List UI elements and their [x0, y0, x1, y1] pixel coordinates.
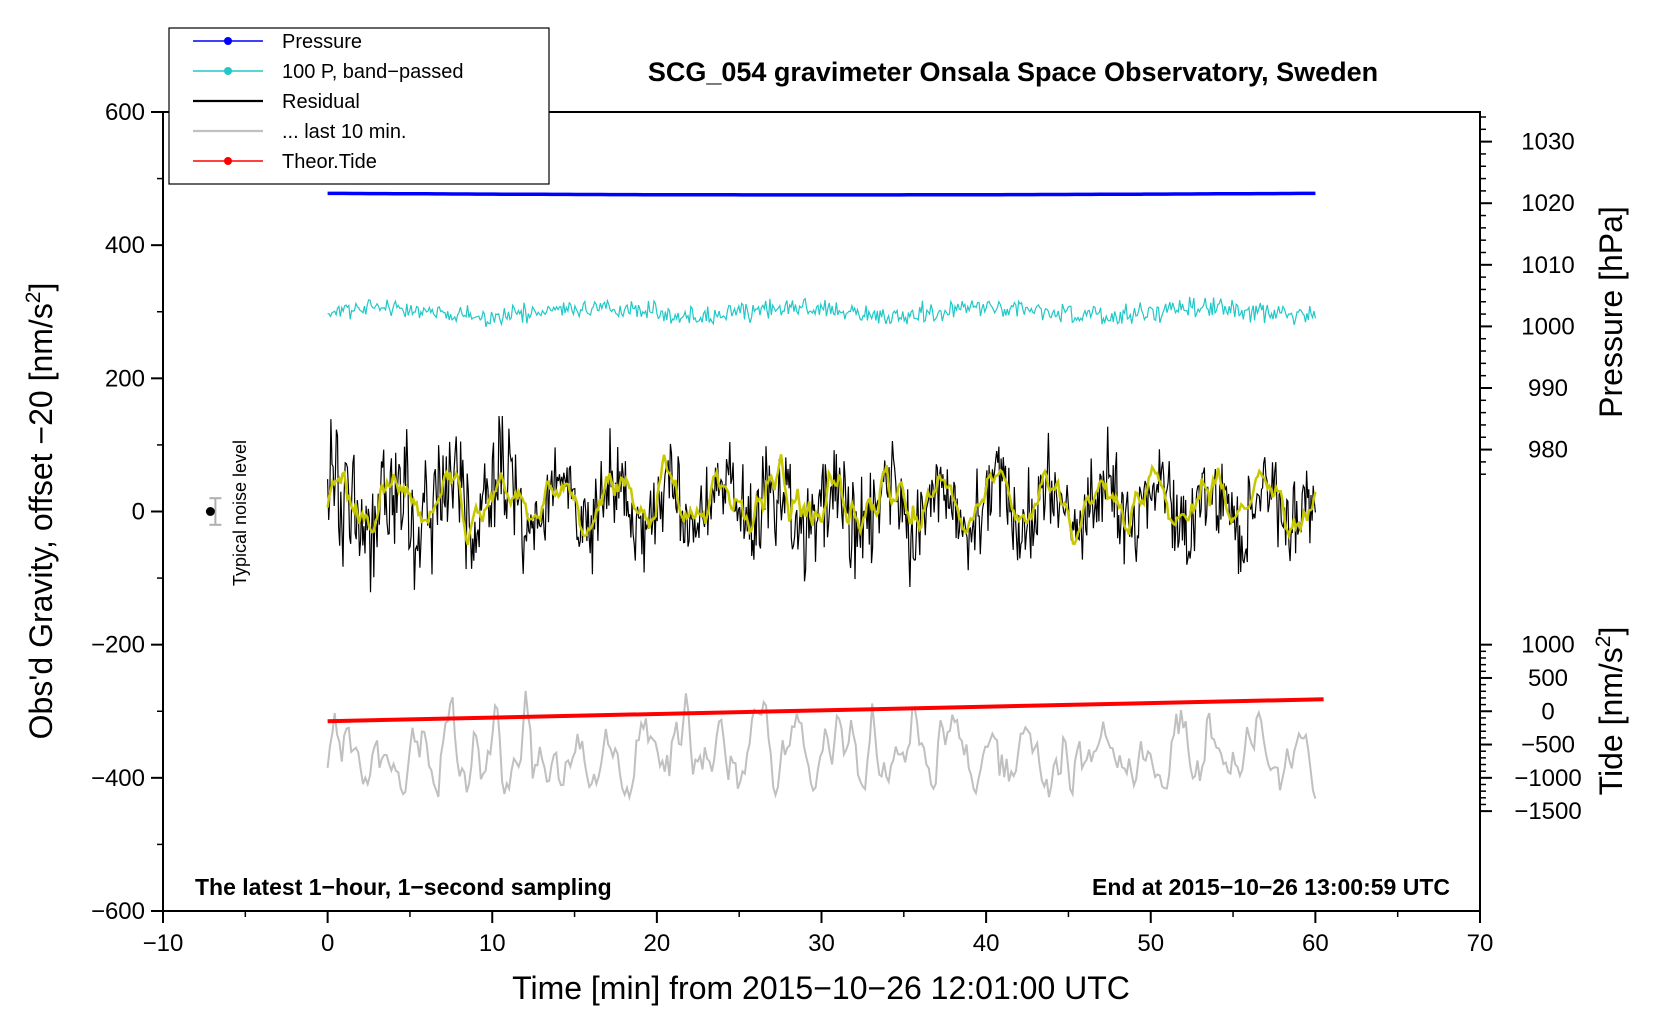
pressure-tick-label: 1000 [1521, 313, 1574, 340]
pressure-tick-label: 990 [1528, 375, 1568, 402]
pressure-tick-label: 1010 [1521, 252, 1574, 279]
y-tick-label: 200 [105, 365, 145, 392]
note-end-time: End at 2015−10−26 13:00:59 UTC [1092, 874, 1450, 900]
pressure-tick-label: 1030 [1521, 129, 1574, 156]
series-last-10-min [326, 690, 1317, 802]
legend-marker [224, 157, 232, 165]
legend-marker [224, 67, 232, 75]
note-sampling: The latest 1−hour, 1−second sampling [195, 874, 612, 900]
y-axis-title-sup: 2 [22, 291, 45, 303]
noise-label: Typical noise level [230, 440, 250, 586]
legend-marker [224, 37, 232, 45]
tide-tick-label: −500 [1521, 732, 1575, 759]
noise-point [205, 507, 215, 516]
y-axis-title: Obs'd Gravity, offset −20 [nm/s2] [22, 283, 59, 740]
y-tick-label: −200 [91, 632, 145, 659]
series-residual [327, 415, 1316, 593]
y-tick-label: 400 [105, 232, 145, 259]
pressure-tick-label: 980 [1528, 437, 1568, 464]
pressure-tick-label: 1020 [1521, 190, 1574, 217]
series-theoretical-tide [327, 697, 1324, 724]
y-tick-label: −600 [91, 898, 145, 925]
chart-title: SCG_054 gravimeter Onsala Space Observat… [648, 57, 1378, 87]
series-pressure-bandpassed [327, 296, 1316, 327]
y-tick-label: 600 [105, 99, 145, 126]
tide-axis-title-close: ] [1593, 627, 1629, 636]
y-axis-title-main: Obs'd Gravity, offset −20 [nm/s [23, 303, 59, 739]
legend-label: Theor.Tide [282, 151, 377, 173]
x-tick-label: 50 [1137, 930, 1164, 957]
legend-label: Residual [282, 91, 360, 113]
legend-label: 100 P, band−passed [282, 61, 463, 83]
tide-tick-label: 0 [1541, 698, 1554, 725]
x-tick-label: −10 [143, 930, 184, 957]
y-axis-title-close: ] [23, 283, 59, 292]
x-tick-label: 70 [1467, 930, 1494, 957]
legend-label: Pressure [282, 31, 362, 53]
legend: Pressure 100 P, band−passed Residual ... la… [168, 27, 550, 185]
tide-axis-title-main: Tide [nm/s [1593, 647, 1629, 795]
pressure-axis-title: Pressure [hPa] [1593, 206, 1629, 418]
series-residual-smoothed [326, 454, 1317, 546]
y-tick-label: −400 [91, 765, 145, 792]
tide-tick-label: −1000 [1514, 765, 1581, 792]
tide-axis-title-sup: 2 [1592, 636, 1615, 648]
tide-axis-title: Tide [nm/s2] [1592, 627, 1629, 796]
tide-tick-label: 500 [1528, 665, 1568, 692]
y-tick-label: 0 [132, 499, 145, 526]
x-tick-label: 20 [644, 930, 671, 957]
plot-traces [326, 191, 1324, 802]
noise-marker [205, 497, 222, 526]
legend-box [168, 27, 550, 185]
x-tick-label: 60 [1302, 930, 1329, 957]
x-axis-title: Time [min] from 2015−10−26 12:01:00 UTC [512, 970, 1130, 1006]
legend-label: ... last 10 min. [282, 121, 407, 143]
x-tick-label: 0 [321, 930, 334, 957]
tide-tick-label: 1000 [1521, 632, 1574, 659]
x-tick-label: 30 [808, 930, 835, 957]
tide-tick-label: −1500 [1514, 798, 1581, 825]
x-tick-label: 40 [973, 930, 1000, 957]
x-tick-label: 10 [479, 930, 506, 957]
axes-layer: −10 0 10 20 30 40 50 60 70−600−400−2000200400600… [91, 99, 1582, 957]
series-pressure [327, 191, 1316, 197]
